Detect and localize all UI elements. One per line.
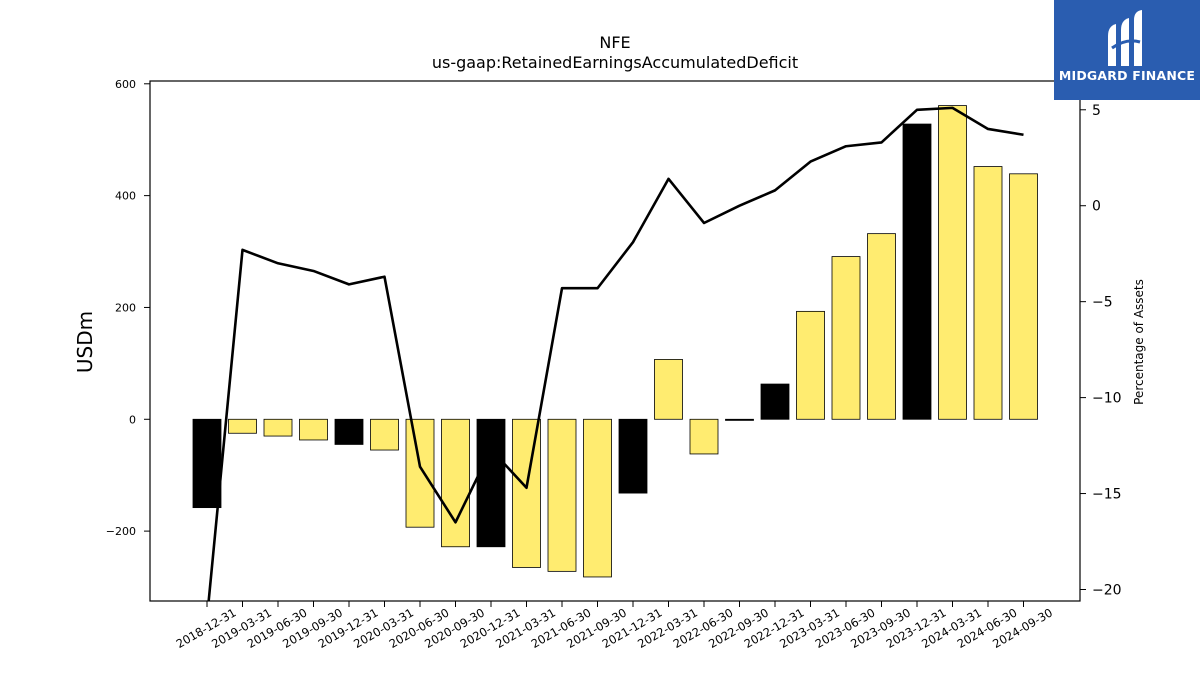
percentage-of-assets-line	[207, 106, 1024, 601]
bar-2019-06-30	[263, 418, 293, 437]
chart-subtitle: us-gaap:RetainedEarningsAccumulatedDefic…	[432, 53, 798, 72]
y-tick-label: 400	[115, 190, 136, 203]
bar-2024-03-31	[938, 105, 967, 420]
bar-2022-09-30	[725, 418, 754, 421]
bar-2020-03-31	[370, 418, 399, 451]
bar-2024-06-30	[973, 166, 1003, 420]
bar-2022-06-30	[689, 418, 719, 455]
y2-tick-label: 0	[1092, 199, 1101, 215]
plot-frame	[149, 80, 1081, 602]
y-tick-label: 0	[129, 413, 136, 426]
y-tick-label: 200	[115, 301, 136, 314]
bar-2021-09-30	[583, 418, 612, 578]
brand-name: MIDGARD FINANCE	[1058, 68, 1196, 83]
bar-2021-12-31	[618, 418, 648, 494]
bar-2021-03-31	[512, 418, 541, 568]
bar-2023-06-30	[831, 256, 861, 420]
bar-2023-12-31	[902, 123, 932, 420]
bar-2024-09-30	[1009, 173, 1038, 420]
y-tick-label: 600	[115, 78, 136, 91]
bar-2020-06-30	[405, 418, 435, 528]
midgard-finance-logo: MIDGARD FINANCE	[1054, 0, 1200, 100]
bar-2019-12-31	[334, 418, 364, 445]
bar-2020-12-31	[476, 418, 506, 548]
bar-2019-03-31	[228, 418, 257, 434]
bar-2018-12-31	[192, 418, 222, 509]
y2-axis-label: Percentage of Assets	[1132, 279, 1146, 405]
bar-2019-09-30	[299, 418, 328, 441]
chart-title: NFE	[599, 33, 630, 52]
bar-2020-09-30	[441, 418, 470, 548]
logo-mark-icon	[1108, 10, 1142, 66]
bar-2022-12-31	[760, 383, 790, 420]
y-axis-label: USDm	[73, 311, 97, 373]
bar-2023-09-30	[867, 233, 896, 420]
y2-tick-label: −5	[1092, 295, 1113, 311]
y2-tick-label: −10	[1092, 391, 1122, 407]
y-tick-label: −200	[106, 525, 136, 538]
bar-2023-03-31	[796, 310, 825, 420]
y2-tick-label: 5	[1092, 103, 1101, 119]
bar-2021-06-30	[547, 418, 577, 572]
y2-tick-label: −20	[1092, 582, 1122, 598]
y2-tick-label: −15	[1092, 487, 1122, 503]
bar-2022-03-31	[654, 359, 683, 420]
